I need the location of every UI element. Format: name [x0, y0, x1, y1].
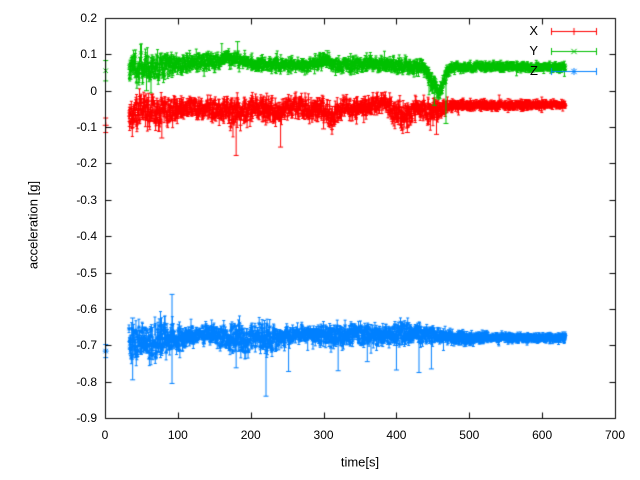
x-tick-label: 0 [101, 428, 109, 442]
y-tick-label: -0.2 [76, 156, 97, 171]
y-tick-label: -0.3 [76, 192, 97, 207]
x-tick-label: 200 [240, 428, 261, 442]
x-tick-label: 300 [313, 428, 334, 442]
y-tick-label: -0.9 [76, 411, 97, 425]
y-tick-label: -0.6 [76, 301, 97, 316]
legend-label-z: Z [530, 63, 538, 78]
x-tick-label: 100 [167, 428, 188, 442]
y-axis-title: acceleration [g] [25, 180, 41, 270]
x-tick-label: 500 [459, 428, 480, 442]
y-tick-label: -0.7 [76, 338, 97, 353]
y-tick-label: -0.8 [76, 374, 97, 389]
y-tick-label: 0 [90, 83, 97, 98]
x-axis-title: time[s] [340, 454, 380, 470]
x-tick-label: 400 [386, 428, 407, 442]
y-tick-label: 0.1 [80, 47, 97, 62]
x-tick-label: 600 [532, 428, 553, 442]
y-tick-label: -0.4 [76, 229, 97, 244]
legend-label-y: Y [529, 43, 538, 58]
y-tick-label: -0.5 [76, 265, 97, 280]
legend-label-x: X [529, 23, 538, 38]
y-tick-label: 0.2 [80, 11, 97, 25]
x-tick-label: 700 [604, 428, 626, 442]
y-tick-label: -0.1 [76, 120, 97, 135]
